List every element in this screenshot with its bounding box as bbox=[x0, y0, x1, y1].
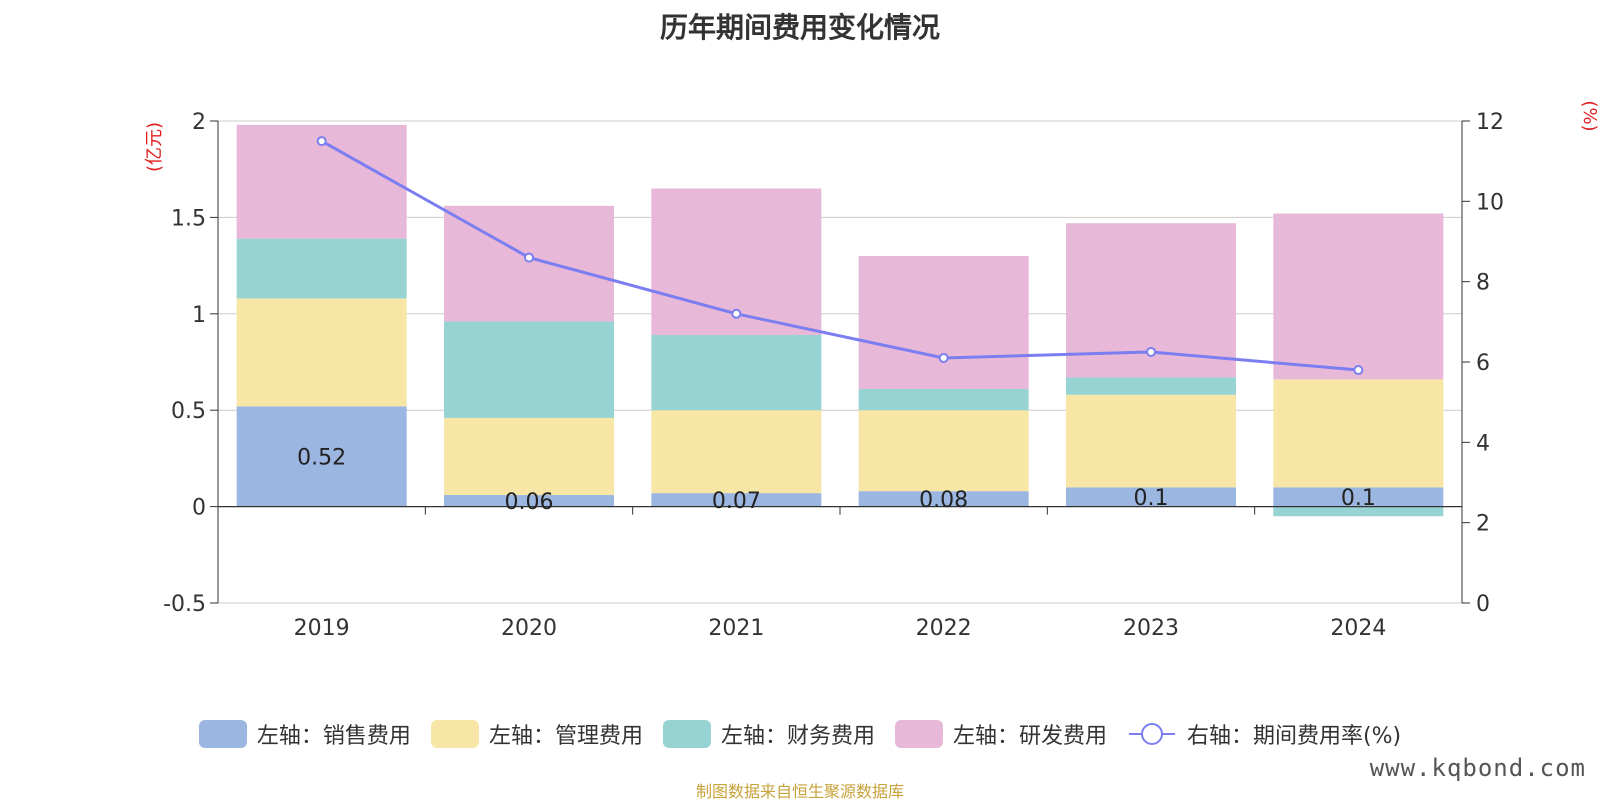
bar-2019-series-1 bbox=[236, 298, 407, 407]
gridlines bbox=[218, 120, 1462, 604]
right-axis-tick-label: 4 bbox=[1476, 431, 1490, 456]
bar-2019-series-0 bbox=[236, 406, 407, 507]
data-label-sales: 0.08 bbox=[919, 488, 968, 513]
bar-2020-series-0 bbox=[444, 495, 614, 507]
rate-point-2023 bbox=[1146, 346, 1156, 357]
left-axis-unit: (亿元) bbox=[144, 122, 165, 172]
data-label-sales: 0.1 bbox=[1134, 486, 1169, 511]
rate-line-group bbox=[316, 136, 1364, 376]
bar-2022-series-0 bbox=[858, 491, 1029, 507]
x-axis-label: 2022 bbox=[916, 616, 972, 641]
bar-2022-series-1 bbox=[858, 410, 1029, 492]
legend-swatch-finance bbox=[662, 720, 711, 748]
x-axis-label: 2020 bbox=[501, 616, 557, 641]
data-labels: 0.52 0.06 0.07 0.08 0.1 0.1 bbox=[297, 445, 1376, 514]
legend-label-rate: 右轴：期间费用率(%) bbox=[1186, 724, 1402, 749]
right-axis-tick-label: 0 bbox=[1476, 592, 1490, 617]
left-axis-tick-label: 1.5 bbox=[171, 206, 206, 231]
right-axis-tick-label: 12 bbox=[1476, 110, 1504, 135]
bar-2019-series-2 bbox=[236, 238, 407, 299]
bar-group bbox=[236, 124, 1444, 517]
left-axis-tick-label: 0.5 bbox=[171, 399, 206, 424]
bar-2023-series-1 bbox=[1066, 394, 1236, 488]
chart-title: 历年期间费用变化情况 bbox=[659, 11, 940, 44]
rate-line bbox=[320, 139, 1359, 372]
legend-swatch-sales bbox=[198, 720, 247, 748]
x-axis-label: 2019 bbox=[294, 616, 350, 641]
legend-swatch-rnd bbox=[894, 720, 943, 748]
legend-item-rate[interactable]: 右轴：期间费用率(%) bbox=[1127, 718, 1401, 750]
bar-2024-series-2 bbox=[1273, 506, 1444, 517]
legend: 左轴：销售费用 左轴：管理费用 左轴：财务费用 左轴：研发费用 右轴：期间费用率… bbox=[0, 718, 1600, 750]
right-axis-tick-label: 10 bbox=[1476, 190, 1504, 215]
x-axis-label: 2021 bbox=[708, 616, 764, 641]
right-axis-tick-label: 2 bbox=[1476, 512, 1490, 537]
data-label-sales: 0.52 bbox=[297, 445, 346, 470]
x-axis-label: 2023 bbox=[1123, 616, 1179, 641]
bar-2020-series-2 bbox=[444, 321, 614, 418]
legend-label-rnd: 左轴：研发费用 bbox=[952, 724, 1107, 749]
bar-2023-series-0 bbox=[1066, 487, 1236, 507]
bar-2021-series-1 bbox=[651, 410, 822, 494]
bar-2021-series-0 bbox=[651, 493, 822, 507]
right-axis-tick-label: 8 bbox=[1476, 271, 1490, 296]
left-axis-tick-label: 2 bbox=[192, 110, 206, 135]
legend-label-finance: 左轴：财务费用 bbox=[720, 724, 875, 749]
legend-swatch-admin bbox=[430, 720, 479, 748]
left-axis-tick-label: 0 bbox=[192, 496, 206, 521]
legend-item-finance[interactable]: 左轴：财务费用 bbox=[662, 718, 875, 750]
rate-point-2019 bbox=[316, 136, 327, 147]
legend-label-sales: 左轴：销售费用 bbox=[256, 724, 411, 749]
rate-point-2020 bbox=[524, 252, 534, 263]
bar-2022-series-2 bbox=[858, 388, 1029, 411]
bar-2024-series-1 bbox=[1273, 379, 1444, 488]
bar-2023-series-2 bbox=[1066, 377, 1236, 395]
data-label-sales: 0.1 bbox=[1341, 486, 1376, 511]
x-axis-label: 2024 bbox=[1330, 616, 1386, 641]
left-axis-tick-label: 1 bbox=[192, 303, 206, 328]
rate-point-2022 bbox=[938, 352, 949, 363]
rate-point-2024 bbox=[1353, 365, 1364, 376]
right-axis-tick-label: 6 bbox=[1476, 351, 1490, 376]
rate-point-2021 bbox=[731, 308, 742, 319]
legend-item-sales[interactable]: 左轴：销售费用 bbox=[198, 718, 411, 750]
bar-2020-series-1 bbox=[444, 417, 614, 496]
data-label-sales: 0.07 bbox=[712, 489, 761, 514]
legend-item-rnd[interactable]: 左轴：研发费用 bbox=[894, 718, 1107, 750]
legend-item-admin[interactable]: 左轴：管理费用 bbox=[430, 718, 643, 750]
legend-label-admin: 左轴：管理费用 bbox=[488, 724, 643, 749]
data-label-sales: 0.06 bbox=[505, 490, 554, 515]
source-note: 制图数据来自恒生聚源数据库 bbox=[695, 782, 904, 801]
axes: 2 1.5 1 0.5 0 -0.5 12 10 8 6 4 2 0 (亿元) (%) 2019 2020 202… bbox=[144, 100, 1600, 641]
right-axis-unit: (%) bbox=[1579, 100, 1600, 131]
bar-2022-series-3 bbox=[858, 255, 1029, 389]
legend-line-icon bbox=[1128, 723, 1175, 745]
bar-2024-series-3 bbox=[1273, 213, 1444, 380]
watermark: www.kqbond.com bbox=[1369, 754, 1586, 782]
bar-2021-series-2 bbox=[651, 335, 822, 411]
bar-2024-series-0 bbox=[1273, 487, 1444, 507]
left-axis-tick-label: -0.5 bbox=[163, 592, 206, 617]
